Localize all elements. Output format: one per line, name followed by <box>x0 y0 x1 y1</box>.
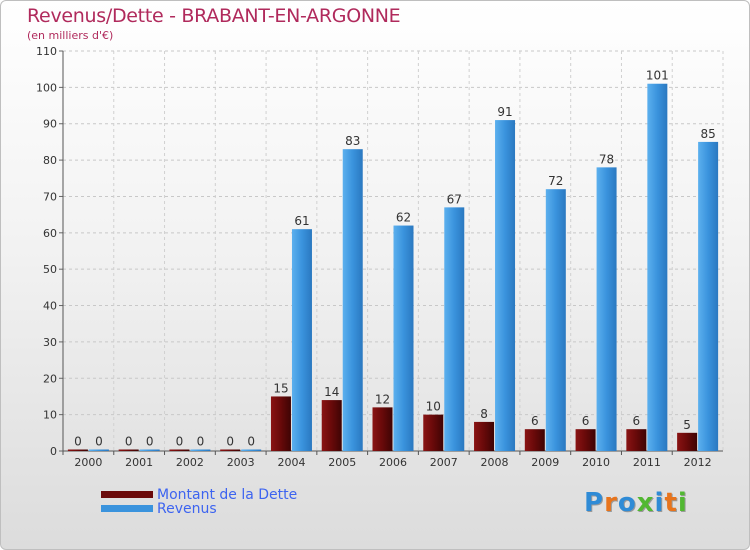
x-tick-label: 2000 <box>74 456 102 469</box>
data-label: 0 <box>247 435 255 449</box>
data-label: 0 <box>197 435 205 449</box>
data-label: 15 <box>273 381 288 395</box>
chart-title: Revenus/Dette - BRABANT-EN-ARGONNE <box>27 5 401 27</box>
logo-letter: t <box>664 488 678 518</box>
data-label: 14 <box>324 385 339 399</box>
x-tick-label: 2006 <box>379 456 407 469</box>
y-tick-label: 30 <box>43 336 57 349</box>
bar-revenus <box>190 449 211 451</box>
y-tick-label: 100 <box>36 81 57 94</box>
bars <box>67 83 719 452</box>
bar-debt <box>220 449 241 451</box>
y-tick-label: 50 <box>43 263 57 276</box>
bar-revenus <box>495 120 516 451</box>
bar-revenus <box>647 83 668 452</box>
logo-letter: r <box>604 488 618 518</box>
bar-revenus <box>139 449 160 451</box>
x-tick-label: 2009 <box>531 456 559 469</box>
y-tick-label: 20 <box>43 372 57 385</box>
data-label: 0 <box>226 435 234 449</box>
x-tick-label: 2012 <box>684 456 712 469</box>
x-tick-label: 2010 <box>582 456 610 469</box>
logo-letter: o <box>617 488 637 518</box>
bar-debt <box>575 429 596 451</box>
x-tick-label: 2002 <box>176 456 204 469</box>
data-label: 0 <box>95 435 103 449</box>
legend-label-debt: Montant de la Dette <box>157 487 298 503</box>
x-tick-label: 2001 <box>125 456 153 469</box>
logo-letter: i <box>677 488 688 518</box>
data-label: 91 <box>497 105 512 119</box>
grid-lines <box>62 50 724 452</box>
y-tick-label: 110 <box>36 45 57 58</box>
data-label: 0 <box>146 435 154 449</box>
logo-letter: i <box>654 488 665 518</box>
logo-letter: x <box>636 488 655 518</box>
bar-debt <box>270 396 291 451</box>
data-label: 0 <box>125 435 133 449</box>
bar-debt <box>423 414 444 451</box>
y-tick-label: 80 <box>43 154 57 167</box>
x-tick-label: 2011 <box>633 456 661 469</box>
bar-revenus <box>342 149 363 451</box>
data-label: 12 <box>375 392 390 406</box>
legend-swatch-revenus <box>101 505 153 512</box>
y-tick-label: 0 <box>50 445 57 458</box>
bar-revenus <box>88 449 109 451</box>
data-label: 0 <box>176 435 184 449</box>
bar-revenus <box>545 189 566 451</box>
data-label: 62 <box>396 211 411 225</box>
y-tick-label: 60 <box>43 227 57 240</box>
data-label: 101 <box>646 69 669 83</box>
data-label: 8 <box>480 407 488 421</box>
data-label: 61 <box>294 214 309 228</box>
x-tick-label: 2004 <box>277 456 305 469</box>
data-label: 78 <box>599 152 614 166</box>
y-tick-label: 10 <box>43 409 57 422</box>
y-tick-label: 40 <box>43 300 57 313</box>
legend-swatch-debt <box>101 491 153 498</box>
bar-revenus <box>241 449 262 451</box>
proxiti-logo: Proxiti <box>584 488 688 518</box>
y-tick-label: 70 <box>43 190 57 203</box>
data-label: 6 <box>633 414 641 428</box>
bar-debt <box>474 421 495 451</box>
bar-debt <box>372 407 393 451</box>
data-label: 85 <box>700 127 715 141</box>
y-tick-label: 90 <box>43 118 57 131</box>
bar-revenus <box>596 167 617 451</box>
bar-debt <box>321 400 342 451</box>
bar-debt <box>677 432 698 451</box>
data-label: 83 <box>345 134 360 148</box>
x-tick-label: 2003 <box>227 456 255 469</box>
legend-label-revenus: Revenus <box>157 501 217 517</box>
bar-revenus <box>444 207 465 451</box>
data-label: 0 <box>74 435 82 449</box>
x-tick-label: 2008 <box>481 456 509 469</box>
logo-letter: P <box>584 488 605 518</box>
data-label: 6 <box>582 414 590 428</box>
bar-debt <box>169 449 190 451</box>
bar-revenus <box>291 229 312 451</box>
bar-revenus <box>393 225 414 451</box>
data-label: 72 <box>548 174 563 188</box>
x-tick-label: 2007 <box>430 456 458 469</box>
data-label: 5 <box>683 418 691 432</box>
bar-debt <box>67 449 88 451</box>
data-label: 6 <box>531 414 539 428</box>
x-tick-label: 2005 <box>328 456 356 469</box>
bar-debt <box>524 429 545 451</box>
bar-revenus <box>698 141 719 451</box>
bar-debt <box>118 449 139 451</box>
chart-subtitle: (en milliers d'€) <box>27 29 114 42</box>
data-label: 67 <box>447 192 462 206</box>
data-label: 10 <box>426 400 441 414</box>
bar-debt <box>626 429 647 451</box>
